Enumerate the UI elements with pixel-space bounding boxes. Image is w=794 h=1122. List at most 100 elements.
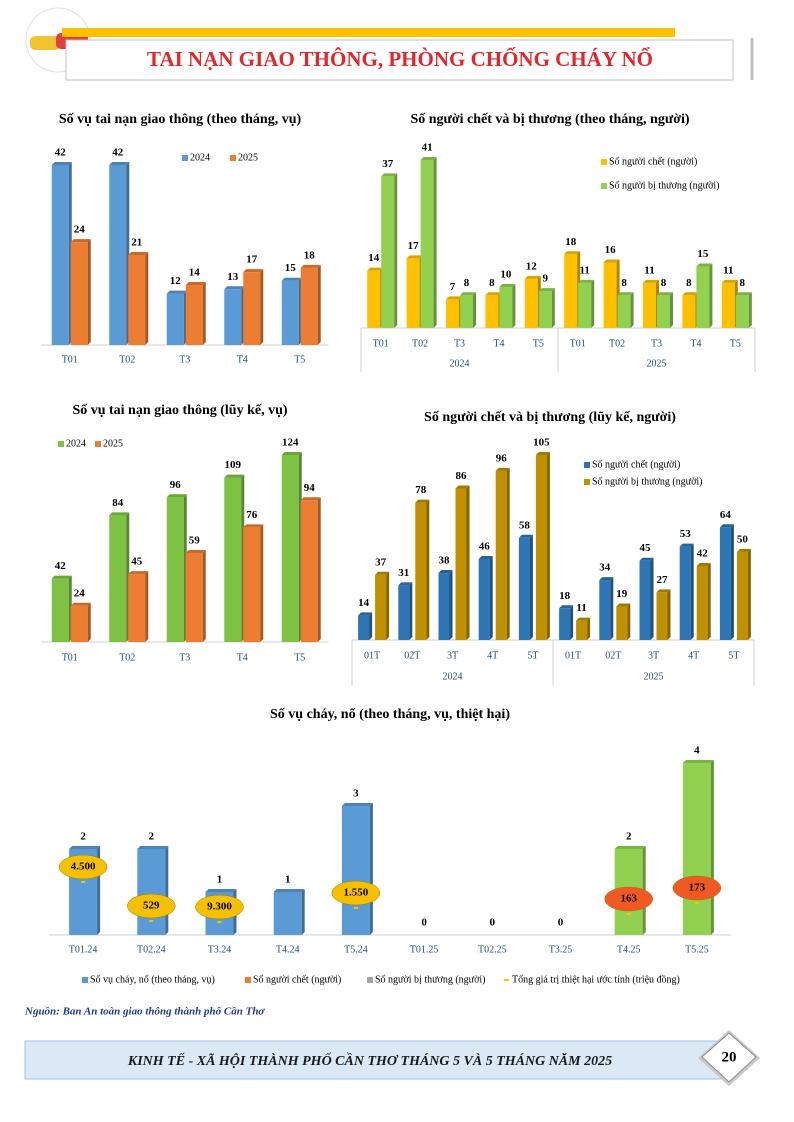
bar-side (650, 557, 654, 640)
bar-top (358, 612, 373, 616)
bar (406, 258, 420, 328)
legend-label: Số vụ cháy, nổ (theo tháng, vụ) (90, 974, 215, 985)
value-label: 64 (720, 509, 732, 521)
x-tick-label: T5.25 (685, 944, 709, 955)
x-tick-label: T02 (412, 338, 428, 349)
x-tick-label: T02 (119, 354, 135, 365)
value-label: 1 (217, 874, 223, 886)
value-label: 46 (479, 540, 491, 552)
legend-label: Số người chết (người) (253, 974, 341, 985)
bar-side (690, 543, 694, 640)
value-label: 18 (559, 590, 571, 602)
chart-title: Số vụ tai nạn giao thông (lũy kế, vụ) (72, 403, 287, 418)
value-label: 8 (621, 277, 627, 289)
value-label: 12 (170, 275, 182, 287)
x-tick-label: T02 (119, 652, 135, 663)
bar-side (512, 284, 516, 328)
bar (300, 500, 318, 642)
bar-top (460, 292, 476, 296)
legend-label: 2024 (66, 438, 86, 449)
bar (617, 295, 631, 328)
legend-label: Số người chết (người) (609, 156, 697, 167)
legend-label: Số người bị thương (người) (609, 180, 719, 191)
bar-top (564, 251, 581, 255)
chart: Số vụ tai nạn giao thông (lũy kế, vụ) T01… (41, 403, 329, 663)
group-label: 2025 (647, 358, 667, 369)
legend-swatch (82, 977, 88, 983)
value-label: 76 (246, 509, 258, 521)
value-label: 8 (740, 277, 746, 289)
x-tick-label: T5 (730, 338, 741, 349)
bar (578, 282, 592, 328)
bar-top (524, 275, 541, 279)
bar-top (367, 267, 384, 271)
bar-side (667, 589, 671, 640)
bar (538, 291, 552, 328)
bar-side (260, 524, 264, 642)
legend-swatch (182, 155, 188, 161)
value-label: 21 (131, 237, 142, 249)
bar-top (281, 277, 302, 281)
x-tick-label: T4 (237, 652, 248, 663)
value-label: 17 (408, 240, 420, 252)
x-tick-label: 01T (364, 650, 380, 661)
bar-side (506, 467, 510, 640)
bar-top (300, 497, 321, 501)
x-tick-label: T4 (237, 354, 248, 365)
bar-top (70, 239, 91, 243)
group-label: 2024 (443, 671, 463, 682)
bar-top (679, 543, 694, 547)
bar (109, 165, 127, 345)
x-tick-label: 01T (565, 650, 581, 661)
bar (398, 585, 410, 640)
damage-label: 4.500 (71, 861, 96, 873)
bar-top (599, 577, 614, 581)
bar-top (224, 474, 245, 478)
bar (478, 558, 490, 640)
chart-title: Số người chết và bị thương (theo tháng, … (410, 112, 689, 127)
bar (243, 527, 261, 642)
legend-swatch (95, 441, 101, 447)
bar (51, 165, 69, 345)
bar-side (489, 555, 493, 640)
page-badge (701, 1032, 757, 1083)
chart-title: Số người chết và bị thương (lũy kế, ngườ… (424, 410, 676, 425)
bar (70, 605, 88, 642)
bar-side (87, 602, 91, 642)
legend-swatch (367, 977, 373, 983)
x-tick-label: T3 (651, 338, 662, 349)
value-label: 11 (644, 264, 654, 276)
legend-label: Số người chết (người) (592, 459, 680, 470)
legend-swatch (504, 979, 509, 981)
value-label: 94 (304, 482, 316, 494)
logo-car (30, 36, 60, 50)
value-label: 31 (398, 567, 409, 579)
value-label: 84 (112, 497, 124, 509)
x-tick-label: T3 (454, 338, 465, 349)
value-label: 15 (697, 248, 709, 260)
bar-top (243, 269, 264, 273)
bar (485, 295, 499, 328)
bar-side (670, 292, 673, 328)
x-tick-label: T5 (533, 338, 544, 349)
bar (166, 293, 184, 345)
group-label: 2024 (450, 358, 470, 369)
value-label: 0 (558, 917, 564, 929)
value-label: 14 (358, 597, 370, 609)
bar-top (735, 292, 752, 296)
value-label: 96 (496, 452, 508, 464)
bar (438, 573, 450, 640)
x-tick-label: T5 (294, 354, 305, 365)
bar-side (202, 550, 206, 642)
bar-side (529, 534, 533, 640)
value-label: 34 (599, 562, 611, 574)
bar-top (273, 889, 305, 892)
x-tick-label: 02T (404, 650, 420, 661)
damage-label: 163 (620, 893, 637, 905)
x-tick-label: T4 (690, 338, 701, 349)
bar (381, 176, 395, 328)
bar-top (51, 162, 72, 165)
value-label: 2 (80, 831, 86, 843)
bar-top (499, 284, 516, 288)
bar (367, 270, 381, 328)
